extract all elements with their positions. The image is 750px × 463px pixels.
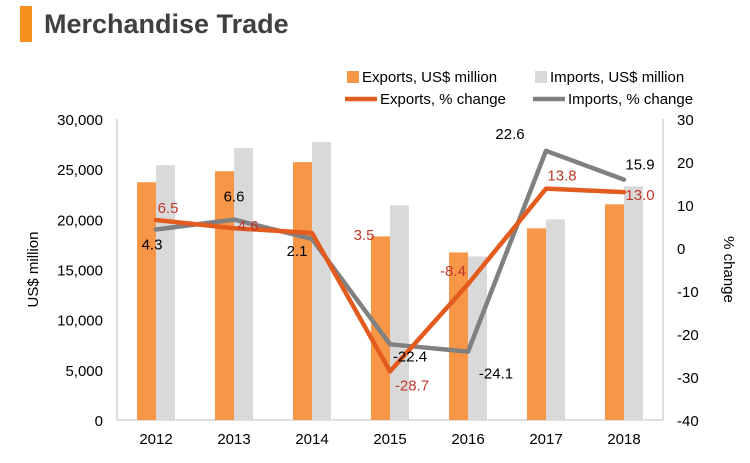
y2-axis-title: % change bbox=[720, 236, 737, 303]
legend-imports-bars-swatch bbox=[535, 71, 547, 83]
legend-exports-change-label: Exports, % change bbox=[380, 91, 506, 108]
left-tick-label: 25,000 bbox=[57, 162, 103, 179]
right-tick-label: -30 bbox=[677, 370, 699, 387]
left-tick-label: 20,000 bbox=[57, 212, 103, 229]
right-tick-label: -20 bbox=[677, 327, 699, 344]
imports-change-label-2013: 6.6 bbox=[224, 189, 245, 206]
bar-exports-2018 bbox=[605, 204, 624, 420]
exports-change-label-2014: 3.5 bbox=[354, 227, 375, 244]
imports-change-label-2017: 22.6 bbox=[495, 126, 524, 143]
left-tick-label: 0 bbox=[95, 413, 103, 430]
imports-change-label-2016: -24.1 bbox=[479, 366, 513, 383]
bar-exports-2016 bbox=[449, 252, 468, 420]
imports-change-label-2012: 4.3 bbox=[142, 237, 163, 254]
title-accent-bar bbox=[20, 6, 32, 42]
exports-change-label-2015: -28.7 bbox=[395, 377, 429, 394]
bar-exports-2014 bbox=[293, 162, 312, 421]
x-tick-label: 2016 bbox=[451, 431, 484, 448]
legend-exports-bars-label: Exports, US$ million bbox=[362, 69, 497, 86]
bar-imports-2017 bbox=[546, 219, 565, 420]
bar-exports-2012 bbox=[137, 182, 156, 420]
right-tick-label: 30 bbox=[677, 112, 694, 129]
right-tick-label: -40 bbox=[677, 413, 699, 430]
x-tick-label: 2014 bbox=[295, 431, 328, 448]
exports-change-label-2017: 13.8 bbox=[547, 168, 576, 185]
bar-imports-2016 bbox=[468, 256, 487, 420]
bar-imports-2014 bbox=[312, 142, 331, 420]
right-tick-label: 20 bbox=[677, 155, 694, 172]
x-tick-label: 2015 bbox=[373, 431, 406, 448]
y-axis-title: US$ million bbox=[25, 232, 42, 308]
left-tick-label: 30,000 bbox=[57, 112, 103, 129]
x-tick-label: 2013 bbox=[217, 431, 250, 448]
imports-change-label-2014: 2.1 bbox=[287, 243, 308, 260]
left-tick-label: 5,000 bbox=[65, 363, 103, 380]
exports-change-label-2012: 6.5 bbox=[158, 200, 179, 217]
bar-imports-2013 bbox=[234, 148, 253, 420]
imports-change-label-2015: -22.4 bbox=[393, 348, 427, 365]
left-tick-label: 15,000 bbox=[57, 263, 103, 280]
right-tick-label: 10 bbox=[677, 198, 694, 215]
imports-change-line bbox=[153, 148, 627, 354]
exports-change-label-2013: 4.6 bbox=[238, 218, 259, 235]
bar-imports-2018 bbox=[624, 186, 643, 420]
legend-imports-bars-label: Imports, US$ million bbox=[550, 69, 684, 86]
legend-exports-bars-swatch bbox=[347, 71, 359, 83]
bar-exports-2017 bbox=[527, 228, 546, 420]
x-tick-label: 2018 bbox=[607, 431, 640, 448]
imports-change-label-2018: 15.9 bbox=[625, 157, 654, 174]
exports-change-label-2016: -8.4 bbox=[440, 263, 466, 280]
x-tick-label: 2017 bbox=[529, 431, 562, 448]
bar-exports-2013 bbox=[215, 171, 234, 420]
right-tick-label: 0 bbox=[677, 241, 685, 258]
right-tick-label: -10 bbox=[677, 284, 699, 301]
legend-imports-change-label: Imports, % change bbox=[568, 91, 693, 108]
exports-change-line bbox=[153, 186, 627, 374]
left-tick-label: 10,000 bbox=[57, 313, 103, 330]
x-tick-label: 2012 bbox=[139, 431, 172, 448]
exports-change-label-2018: 13.0 bbox=[625, 187, 654, 204]
chart-title: Merchandise Trade bbox=[44, 9, 289, 39]
